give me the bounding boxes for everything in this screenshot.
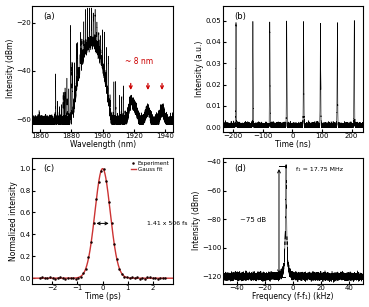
Experiment — [109, 221, 114, 225]
Experiment — [112, 243, 116, 246]
Experiment — [138, 277, 142, 281]
Experiment — [89, 241, 93, 244]
Experiment — [38, 276, 42, 280]
Experiment — [50, 276, 55, 280]
Text: (c): (c) — [44, 164, 55, 173]
Text: (d): (d) — [234, 164, 246, 173]
Experiment — [61, 276, 65, 280]
Y-axis label: Intensity (dBm): Intensity (dBm) — [6, 39, 14, 98]
Text: 1.41 x 506 fs: 1.41 x 506 fs — [146, 221, 187, 226]
Gauss fit — [87, 253, 92, 257]
Experiment — [79, 275, 83, 279]
Experiment — [55, 276, 60, 280]
Gauss fit — [171, 276, 175, 280]
Line: Gauss fit: Gauss fit — [32, 169, 173, 278]
X-axis label: Time (ns): Time (ns) — [275, 140, 311, 149]
Experiment — [53, 277, 57, 281]
Gauss fit — [140, 276, 144, 280]
Experiment — [122, 275, 127, 278]
Experiment — [143, 277, 147, 281]
Experiment — [101, 168, 106, 171]
Experiment — [84, 267, 88, 270]
Gauss fit — [92, 216, 96, 220]
Experiment — [68, 276, 73, 280]
Experiment — [81, 272, 86, 275]
X-axis label: Wavelength (nm): Wavelength (nm) — [69, 140, 136, 149]
Line: Experiment: Experiment — [38, 168, 167, 281]
Experiment — [86, 255, 91, 259]
Experiment — [163, 276, 168, 280]
Experiment — [99, 169, 104, 173]
Experiment — [120, 272, 124, 276]
Experiment — [158, 276, 162, 280]
Experiment — [73, 278, 78, 281]
Experiment — [48, 276, 52, 279]
Experiment — [135, 276, 139, 279]
Experiment — [92, 221, 96, 225]
Text: (a): (a) — [44, 12, 55, 21]
Experiment — [130, 275, 134, 279]
Experiment — [104, 179, 108, 182]
Experiment — [127, 276, 132, 280]
Text: (b): (b) — [234, 12, 246, 21]
Experiment — [40, 275, 45, 279]
Experiment — [125, 275, 129, 279]
Text: f₁ = 17.75 MHz: f₁ = 17.75 MHz — [296, 167, 343, 172]
Gauss fit — [142, 276, 147, 280]
Experiment — [148, 276, 152, 279]
Text: ~ 8 nm: ~ 8 nm — [124, 57, 153, 66]
X-axis label: Time (ps): Time (ps) — [85, 293, 121, 301]
Y-axis label: Intensity (dBm): Intensity (dBm) — [192, 191, 200, 250]
Y-axis label: Normalized intensity: Normalized intensity — [9, 181, 18, 261]
Experiment — [151, 277, 155, 280]
Gauss fit — [44, 276, 49, 280]
Experiment — [140, 276, 145, 280]
Experiment — [63, 278, 68, 281]
Legend: Experiment, Gauss fit: Experiment, Gauss fit — [130, 161, 170, 173]
Experiment — [94, 197, 99, 201]
Experiment — [76, 276, 80, 280]
Experiment — [155, 278, 160, 281]
Y-axis label: Intensity (a.u.): Intensity (a.u.) — [195, 40, 204, 97]
Experiment — [114, 257, 119, 260]
Experiment — [153, 276, 158, 280]
Experiment — [97, 180, 101, 184]
Experiment — [45, 276, 50, 279]
Experiment — [161, 276, 165, 280]
Experiment — [43, 277, 47, 280]
Experiment — [58, 275, 62, 278]
Gauss fit — [30, 276, 34, 280]
Gauss fit — [127, 276, 131, 280]
Experiment — [132, 276, 137, 280]
Experiment — [71, 277, 75, 280]
Experiment — [107, 200, 111, 204]
Text: ~75 dB: ~75 dB — [239, 217, 266, 223]
Gauss fit — [100, 167, 105, 170]
Experiment — [117, 267, 121, 270]
X-axis label: Frequency (f-f₁) (kHz): Frequency (f-f₁) (kHz) — [252, 293, 334, 301]
Experiment — [145, 275, 150, 279]
Experiment — [66, 276, 70, 280]
